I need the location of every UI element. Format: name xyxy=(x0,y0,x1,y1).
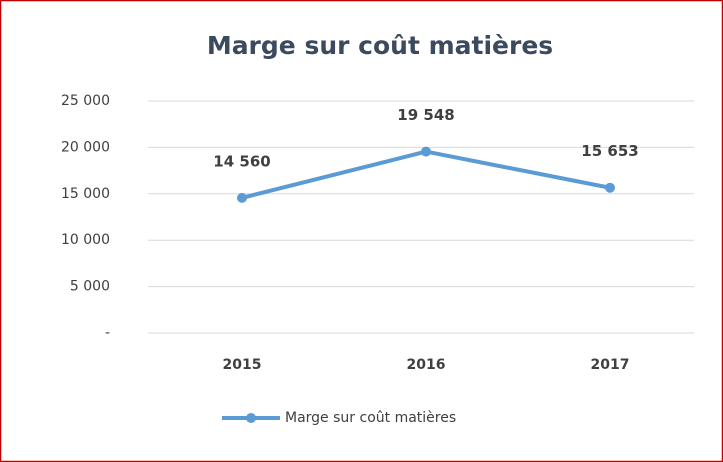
data-point xyxy=(605,182,615,193)
y-tick-label: 10 000 xyxy=(61,232,110,248)
y-tick-label: 20 000 xyxy=(61,139,110,155)
data-point xyxy=(237,192,247,203)
legend-label: Marge sur coût matières xyxy=(285,410,456,426)
data-label: 15 653 xyxy=(581,142,638,160)
chart-title: Marge sur coût matières xyxy=(207,31,553,60)
y-tick-label: 15 000 xyxy=(61,186,110,202)
data-point xyxy=(421,146,431,157)
x-tick-label: 2017 xyxy=(591,357,630,373)
x-tick-label: 2016 xyxy=(407,357,446,373)
x-tick-label: 2015 xyxy=(223,357,262,373)
y-tick-label: 5 000 xyxy=(70,279,110,295)
y-tick-label: - xyxy=(105,325,110,341)
data-label: 14 560 xyxy=(213,152,270,170)
legend-marker xyxy=(246,413,256,423)
y-tick-label: 25 000 xyxy=(61,93,110,109)
data-label: 19 548 xyxy=(397,106,454,124)
